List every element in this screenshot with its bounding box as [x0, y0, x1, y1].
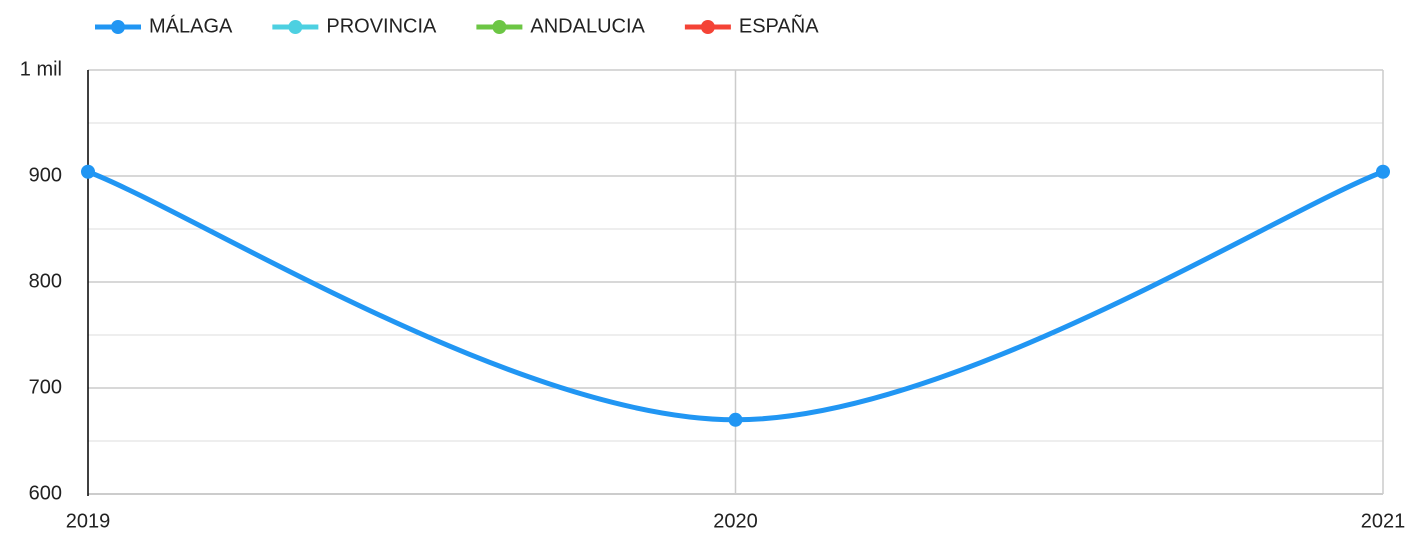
x-tick-label: 2020: [713, 510, 758, 532]
legend-label: PROVINCIA: [326, 15, 437, 37]
data-point: [1376, 164, 1390, 179]
legend-label: MÁLAGA: [149, 14, 233, 37]
data-point: [81, 164, 95, 179]
x-tick-label: 2019: [66, 510, 111, 532]
x-tick-label: 2021: [1361, 510, 1406, 532]
y-tick-label: 800: [29, 270, 62, 292]
y-tick-label: 700: [29, 376, 62, 398]
legend-marker: [492, 20, 507, 34]
y-tick-label: 900: [29, 164, 62, 186]
legend-marker: [288, 20, 303, 34]
legend-label: ESPAÑA: [739, 13, 819, 37]
legend-label: ANDALUCIA: [530, 15, 645, 37]
y-tick-label: 1 mil: [20, 58, 62, 80]
legend-marker: [700, 20, 715, 34]
y-tick-label: 600: [29, 482, 62, 504]
legend-marker: [111, 20, 125, 34]
data-point: [728, 412, 743, 427]
